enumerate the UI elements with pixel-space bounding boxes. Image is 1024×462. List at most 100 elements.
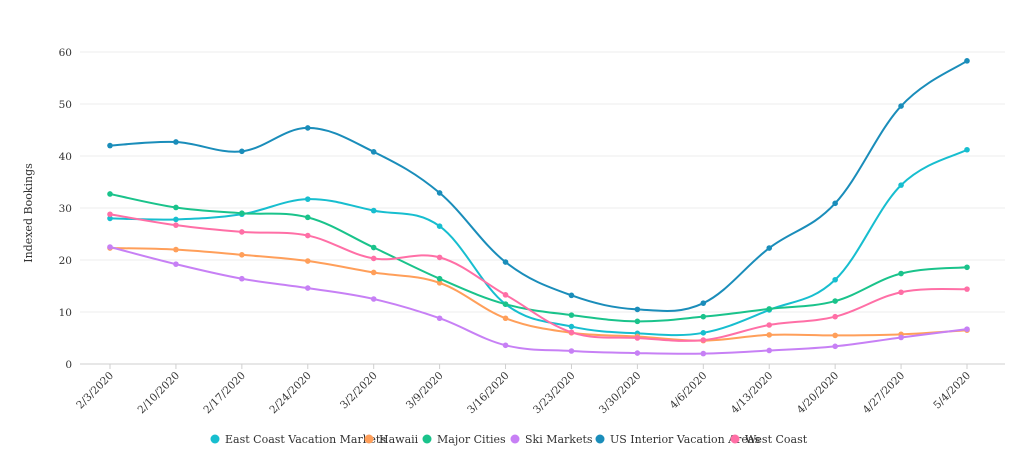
data-point[interactable] [832,298,838,304]
x-tick-label: 2/24/2020 [267,370,314,417]
data-point[interactable] [898,289,904,296]
data-point[interactable] [700,330,707,336]
data-point[interactable] [502,292,509,298]
data-point[interactable] [502,342,509,349]
legend-label: West Coast [745,433,808,446]
y-axis-title: Indexed Bookings [22,163,35,263]
data-point[interactable] [568,292,575,299]
data-point[interactable] [239,148,245,155]
data-point[interactable] [436,254,443,261]
data-point[interactable] [964,326,970,332]
data-point[interactable] [964,58,970,64]
data-point[interactable] [568,323,575,330]
gridlines [80,51,1005,365]
data-point[interactable] [436,280,443,286]
data-point[interactable] [436,190,443,196]
data-point[interactable] [964,286,970,292]
data-point[interactable] [766,306,773,312]
data-point[interactable] [766,245,773,251]
data-point[interactable] [502,259,509,265]
data-point[interactable] [832,343,838,350]
data-point[interactable] [239,229,245,235]
data-point[interactable] [832,200,838,207]
data-point[interactable] [304,214,311,221]
legend-marker [210,434,220,444]
legend-item[interactable]: East Coast Vacation Markets [210,433,387,446]
data-point[interactable] [634,306,641,313]
data-point[interactable] [173,261,179,267]
data-point[interactable] [107,215,113,222]
data-point[interactable] [173,204,179,211]
data-point[interactable] [370,244,377,251]
data-point[interactable] [436,315,443,322]
data-point[interactable] [568,329,575,336]
y-tick-label: 60 [59,47,72,59]
x-tick-label: 4/6/2020 [668,370,710,412]
data-point[interactable] [898,334,904,341]
data-point[interactable] [304,125,311,131]
data-point[interactable] [436,275,443,282]
legend-item[interactable]: West Coast [730,433,808,446]
data-point[interactable] [107,211,113,218]
x-tick-label: 3/16/2020 [465,370,512,417]
data-point[interactable] [700,337,707,343]
x-tick-label: 2/17/2020 [201,370,248,417]
legend-marker [510,434,520,444]
data-point[interactable] [568,348,575,354]
data-point[interactable] [898,103,904,109]
legend-item[interactable]: US Interior Vacation Areas [595,433,761,446]
series-line [109,213,968,342]
y-tick-label: 30 [59,203,72,215]
data-point[interactable] [634,335,641,341]
x-tick-label: 4/27/2020 [861,370,908,417]
data-point[interactable] [766,322,773,328]
series-line [109,192,968,323]
data-point[interactable] [304,285,311,291]
data-point[interactable] [700,350,707,357]
data-point[interactable] [239,252,245,258]
data-point[interactable] [107,244,113,250]
data-point[interactable] [304,258,311,264]
data-point[interactable] [436,223,443,229]
data-point[interactable] [107,191,113,197]
legend-item[interactable]: Ski Markets [510,433,593,446]
data-point[interactable] [370,269,377,276]
data-point[interactable] [370,149,377,155]
x-axis-ticks: 2/3/2020 2/10/2020 2/17/2020 2/24/2020 3/2/2… [74,364,973,416]
data-point[interactable] [173,216,179,223]
data-point[interactable] [173,139,179,145]
data-point[interactable] [700,300,707,306]
data-point[interactable] [832,276,838,283]
data-point[interactable] [898,182,904,188]
data-point[interactable] [766,347,773,354]
data-point[interactable] [964,146,970,153]
data-point[interactable] [700,313,707,320]
data-point[interactable] [173,222,179,228]
data-point[interactable] [107,142,113,149]
legend-item[interactable]: Major Cities [422,433,506,446]
data-point[interactable] [173,246,179,253]
legend-item[interactable]: Hawaii [364,433,419,446]
data-point[interactable] [370,207,377,214]
data-point[interactable] [304,196,311,202]
data-point[interactable] [634,350,641,356]
data-point[interactable] [634,318,641,325]
x-tick-label: 4/20/2020 [795,370,842,417]
data-point[interactable] [832,332,838,339]
data-point[interactable] [964,264,970,271]
data-point[interactable] [502,301,509,308]
data-point[interactable] [502,315,509,322]
legend-label: East Coast Vacation Markets [225,433,386,446]
data-point[interactable] [370,255,377,262]
data-point[interactable] [239,275,245,282]
data-point[interactable] [370,296,377,302]
data-point[interactable] [832,313,838,320]
data-point[interactable] [898,270,904,277]
data-point[interactable] [304,232,311,239]
data-point[interactable] [239,210,245,216]
data-point[interactable] [766,332,773,338]
y-tick-label: 10 [59,307,72,319]
data-point[interactable] [568,312,575,318]
